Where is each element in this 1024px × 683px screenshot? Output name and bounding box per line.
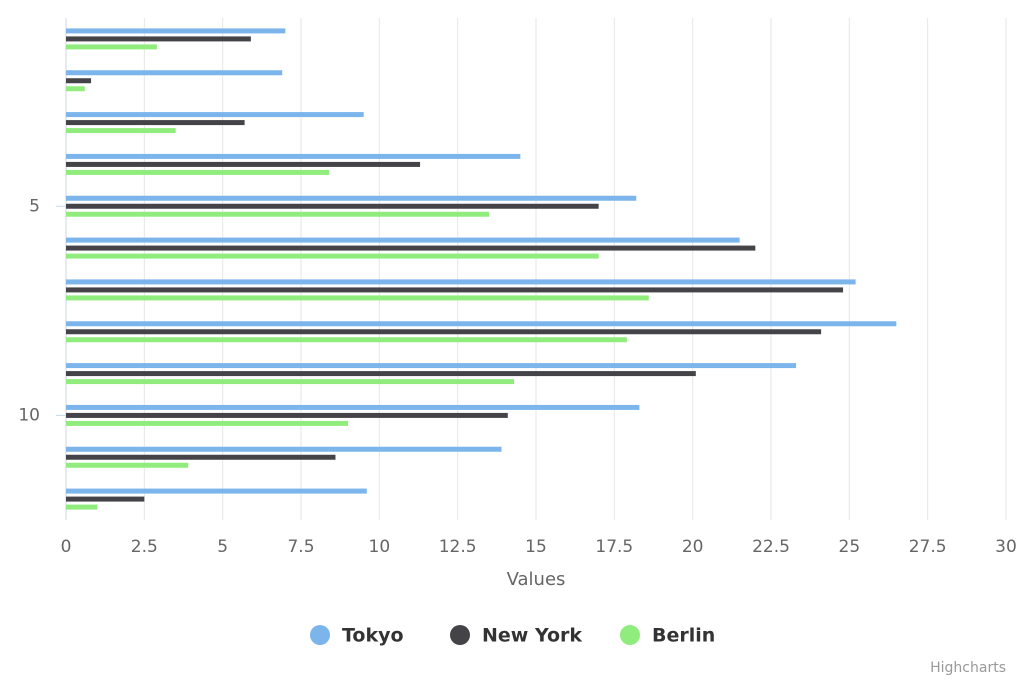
- bar: [66, 279, 856, 285]
- x-tick-label: 17.5: [595, 537, 633, 557]
- bar: [66, 379, 515, 385]
- bar: [66, 36, 251, 42]
- credits[interactable]: Highcharts: [930, 660, 1006, 676]
- legend-label[interactable]: New York: [482, 625, 582, 647]
- bar: [66, 245, 756, 251]
- bar: [66, 404, 640, 410]
- x-tick-label: 2.5: [131, 537, 158, 557]
- bar: [66, 169, 330, 175]
- x-tick-label: 0: [61, 537, 72, 557]
- bar: [66, 153, 521, 159]
- x-tick-label: 7.5: [287, 537, 314, 557]
- bar: [66, 28, 286, 34]
- bar: [66, 112, 364, 118]
- bar: [66, 412, 508, 418]
- bar: [66, 488, 367, 494]
- bar: [66, 337, 627, 343]
- bar: [66, 237, 740, 243]
- bar: [66, 161, 421, 167]
- bar: [66, 287, 844, 293]
- x-tick-label: 27.5: [909, 537, 947, 557]
- bar: [66, 44, 157, 50]
- bar: [66, 120, 245, 126]
- x-tick-label: 5: [217, 537, 228, 557]
- bar: [66, 496, 145, 502]
- bar: [66, 78, 92, 84]
- x-tick-label: 30: [995, 537, 1017, 557]
- x-tick-label: 15: [525, 537, 547, 557]
- axis-title: Values: [507, 569, 566, 590]
- y-tick-label: 5: [29, 196, 40, 216]
- bar: [66, 363, 797, 369]
- bar: [66, 203, 599, 209]
- x-tick-label: 20: [682, 537, 704, 557]
- legend-label[interactable]: Tokyo: [342, 625, 404, 647]
- bar: [66, 86, 85, 92]
- bar: [66, 420, 348, 426]
- bar: [66, 70, 283, 76]
- x-tick-label: 12.5: [439, 537, 477, 557]
- bar: [66, 295, 649, 301]
- x-tick-label: 10: [369, 537, 391, 557]
- bar: [66, 454, 336, 460]
- bar: [66, 462, 189, 468]
- bar: [66, 446, 502, 452]
- x-tick-label: 22.5: [752, 537, 790, 557]
- bar: [66, 253, 599, 259]
- x-tick-label: 25: [839, 537, 861, 557]
- bar: [66, 128, 176, 134]
- bar: [66, 321, 897, 327]
- legend-symbol[interactable]: [450, 625, 470, 645]
- bar: [66, 504, 98, 510]
- legend-symbol[interactable]: [310, 625, 330, 645]
- legend-symbol[interactable]: [620, 625, 640, 645]
- bar: [66, 371, 696, 377]
- legend-label[interactable]: Berlin: [652, 625, 715, 647]
- bar: [66, 195, 637, 201]
- y-tick-label: 10: [18, 405, 40, 425]
- bar: [66, 211, 489, 217]
- bar: [66, 329, 822, 335]
